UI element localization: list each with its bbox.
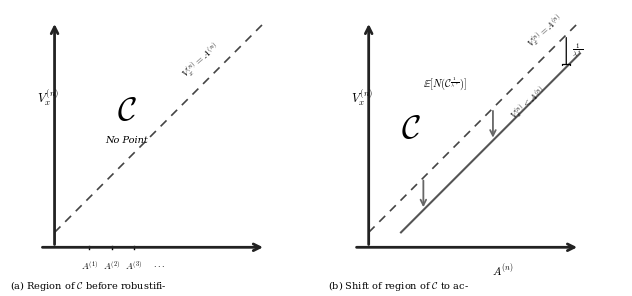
Text: $V_x^{(n)} = A^{(n)}$: $V_x^{(n)} = A^{(n)}$ <box>179 40 224 82</box>
Text: $V_x^{(n)}$: $V_x^{(n)}$ <box>351 88 374 108</box>
Text: $\mathbb{E}[N(\mathcal{C}^{\frac{1}{\lambda^*}})]$: $\mathbb{E}[N(\mathcal{C}^{\frac{1}{\lam… <box>423 75 468 92</box>
Text: $A^{(2)}$: $A^{(2)}$ <box>103 260 120 272</box>
Text: No Point: No Point <box>106 136 148 145</box>
Text: $V_x^{(n)}$: $V_x^{(n)}$ <box>37 88 59 108</box>
Text: $...$: $...$ <box>153 260 165 269</box>
Text: $V_x^{(n)} = A^{(n)}$: $V_x^{(n)} = A^{(n)}$ <box>524 11 566 51</box>
Text: $\mathcal{C}$: $\mathcal{C}$ <box>117 94 137 127</box>
Text: (a) Region of $\mathcal{C}$ before robustifi-: (a) Region of $\mathcal{C}$ before robus… <box>10 279 167 293</box>
Text: $A^{(1)}$: $A^{(1)}$ <box>81 260 98 272</box>
Text: (b) Shift of region of $\mathcal{C}$ to ac-: (b) Shift of region of $\mathcal{C}$ to … <box>327 279 469 293</box>
Text: $V_x^{(n)} < A^{(n)}$: $V_x^{(n)} < A^{(n)}$ <box>507 83 549 123</box>
Text: $A^{(n)}$: $A^{(n)}$ <box>492 262 514 278</box>
Text: $\frac{1}{\lambda^*}$: $\frac{1}{\lambda^*}$ <box>573 42 584 60</box>
Text: $\mathcal{C}$: $\mathcal{C}$ <box>401 112 421 144</box>
Text: $A^{(3)}$: $A^{(3)}$ <box>126 260 143 272</box>
